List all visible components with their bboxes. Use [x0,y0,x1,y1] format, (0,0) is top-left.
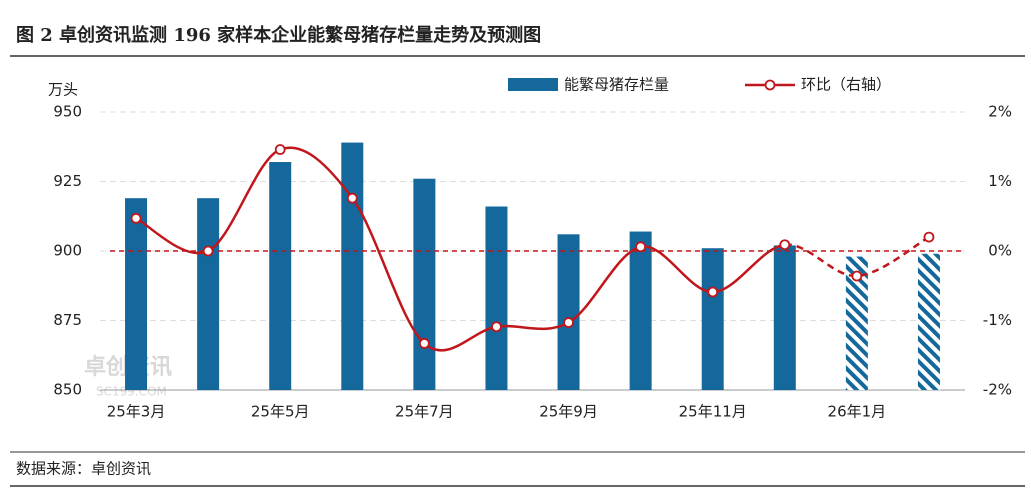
line-point [491,321,502,333]
bar [917,253,940,390]
line-point [851,270,863,282]
legend-swatch [508,78,558,91]
x-tick-label: 26年1月 [828,403,887,421]
y2-tick-label: 1% [988,172,1012,190]
line-point [274,144,286,155]
bar [557,234,580,390]
line-point [418,338,430,349]
y2-tick-label: -2% [983,381,1012,399]
y2-tick-label: -1% [983,311,1012,329]
bar [845,256,868,390]
line-point [635,241,647,253]
y-unit: 万头 [48,81,78,99]
legend-label: 环比（右轴） [801,76,891,94]
bar [125,198,148,390]
line-point [202,245,214,257]
y2-tick-label: 0% [988,242,1012,260]
bar [197,198,220,390]
bar [701,248,724,390]
y2-tick-label: 2% [988,103,1012,121]
line-point [707,286,719,298]
y-tick-label: 950 [53,103,82,121]
y-tick-label: 850 [53,381,82,399]
bar [341,142,364,390]
line-point [779,239,791,251]
bar [485,206,508,390]
watermark-sub: SC199.COM [96,385,167,399]
bar [629,231,652,390]
y-tick-label: 900 [53,242,82,260]
bar [269,162,292,390]
x-tick-label: 25年3月 [107,403,166,421]
x-tick-label: 25年5月 [251,403,310,421]
x-tick-label: 25年7月 [395,403,454,421]
line-point [346,192,358,204]
line [135,146,786,352]
line-point [563,317,574,328]
source: 数据来源：卓创资讯 [16,460,151,478]
legend-label: 能繁母猪存栏量 [564,76,669,94]
bar [773,245,796,390]
y-tick-label: 925 [53,172,82,190]
bar [413,178,436,390]
chart-title: 图 2 卓创资讯监测 196 家样本企业能繁母猪存栏量走势及预测图 [16,24,541,46]
line-point [130,212,142,224]
y-tick-label: 875 [53,311,82,329]
legend-swatch [764,79,776,91]
x-tick-label: 25年11月 [679,403,747,421]
line-point [923,231,935,243]
x-tick-label: 25年9月 [539,403,598,421]
